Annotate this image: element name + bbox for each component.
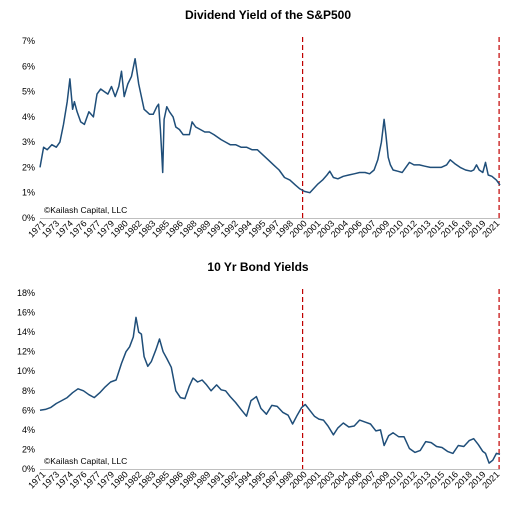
div-y-tick-label: 6% <box>22 61 35 71</box>
bond-y-tick-label: 6% <box>22 405 35 415</box>
bond-credit-annotation: ©Kailash Capital, LLC <box>44 456 127 466</box>
bond-y-tick-label: 12% <box>17 347 35 357</box>
bond-y-tick-label: 8% <box>22 386 35 396</box>
div-y-tick-label: 5% <box>22 87 35 97</box>
bond-y-tick-label: 0% <box>22 464 35 474</box>
div-series-line <box>39 57 501 194</box>
bond-y-tick-label: 4% <box>22 425 35 435</box>
bond-series-line <box>39 316 501 464</box>
div-chart-title: Dividend Yield of the S&P500 <box>185 8 351 22</box>
bond-y-tick-label: 18% <box>17 288 35 298</box>
div-y-tick-label: 7% <box>22 36 35 46</box>
bond-chart-title: 10 Yr Bond Yields <box>207 260 308 274</box>
div-y-tick-label: 4% <box>22 112 35 122</box>
bond-y-tick-label: 16% <box>17 308 35 318</box>
div-y-tick-label: 3% <box>22 137 35 147</box>
bond-y-tick-label: 10% <box>17 366 35 376</box>
div-y-tick-label: 2% <box>22 162 35 172</box>
bond-y-tick-label: 14% <box>17 327 35 337</box>
bond-y-tick-label: 2% <box>22 444 35 454</box>
div-y-tick-label: 0% <box>22 213 35 223</box>
div-y-tick-label: 1% <box>22 188 35 198</box>
div-credit-annotation: ©Kailash Capital, LLC <box>44 205 127 215</box>
